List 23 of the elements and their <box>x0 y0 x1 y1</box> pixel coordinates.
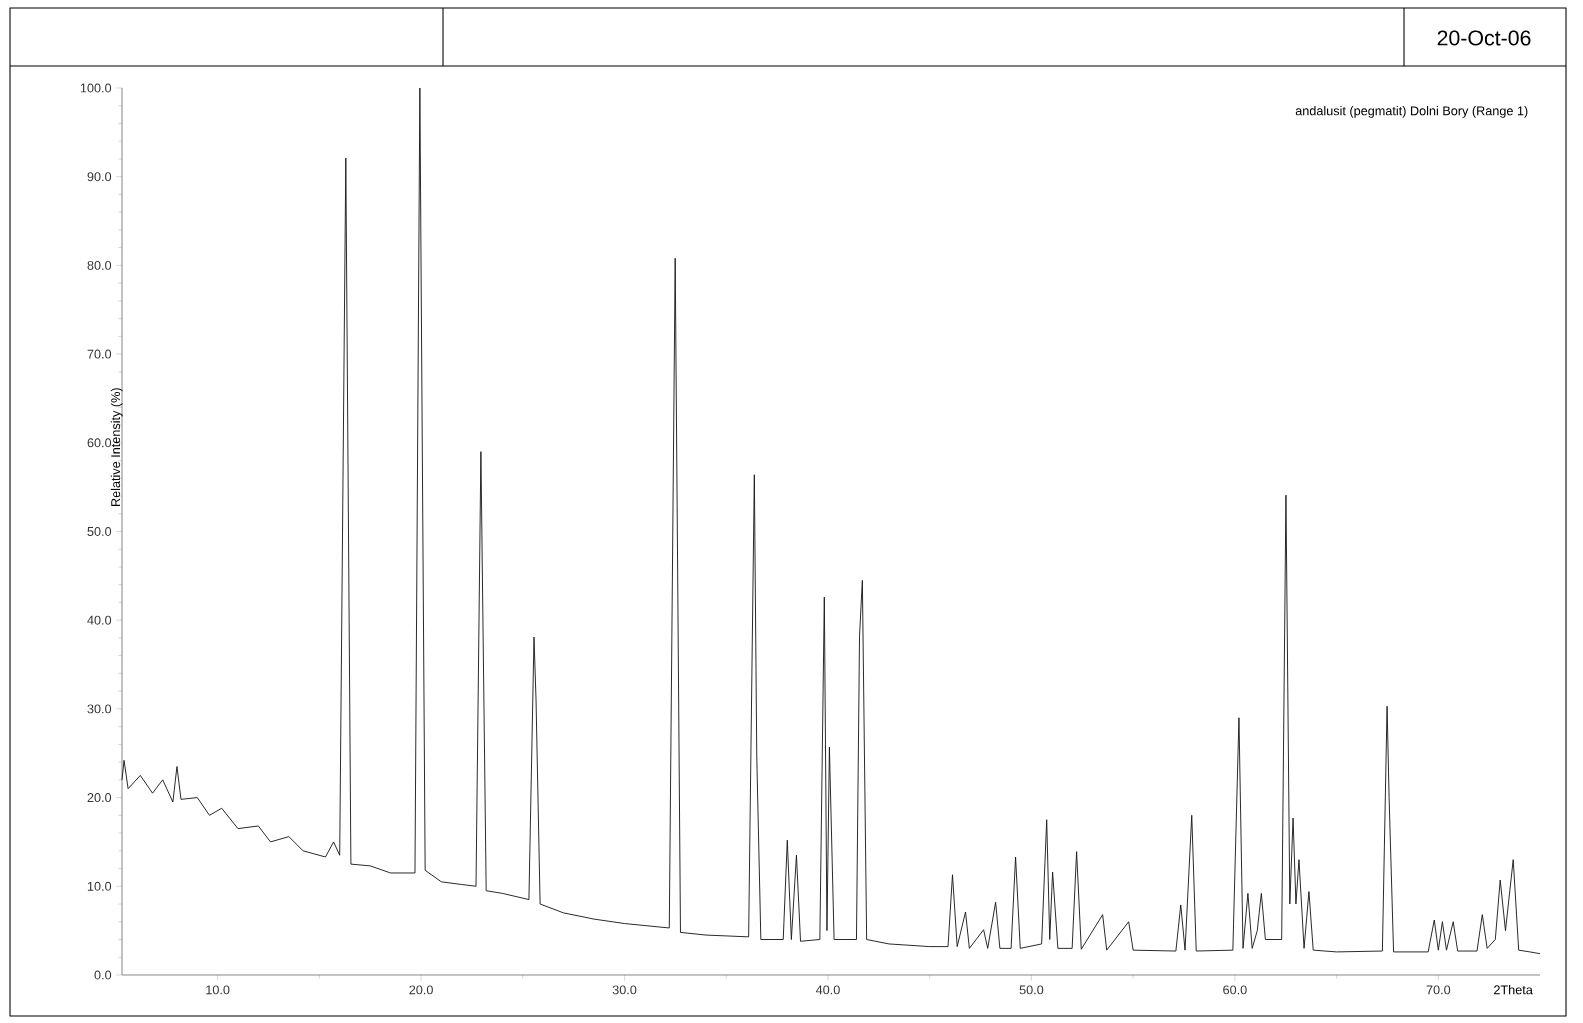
annotation: andalusit (pegmatit) Dolni Bory (Range 1) <box>1295 105 1528 118</box>
y-axis-title: Relative Intensity (%) <box>110 388 123 507</box>
y-tick-label: 50.0 <box>87 527 112 536</box>
y-tick-label: 80.0 <box>87 260 112 270</box>
x-tick-label: 40.0 <box>815 985 840 995</box>
y-tick-label: 90.0 <box>87 172 112 182</box>
y-tick-label: 60.0 <box>87 438 112 448</box>
y-tick-label: 30.0 <box>87 704 112 714</box>
y-tick-label: 0.0 <box>94 970 112 980</box>
x-tick-label: 70.0 <box>1426 985 1451 995</box>
x-tick-label: 60.0 <box>1223 985 1247 995</box>
y-tick-label: 100.0 <box>80 83 112 93</box>
x-tick-label: 50.0 <box>1019 985 1044 995</box>
y-tick-label: 70.0 <box>87 349 112 359</box>
x-tick-label: 20.0 <box>409 985 433 995</box>
text: 20-Oct-06 <box>1437 30 1531 46</box>
y-tick-label: 10.0 <box>87 881 112 891</box>
y-tick-label: 20.0 <box>87 793 112 803</box>
line-series <box>121 87 1541 955</box>
y-tick-label: 40.0 <box>87 615 112 625</box>
x-axis-title: 2Theta <box>1494 985 1533 995</box>
x-tick-label: 10.0 <box>206 985 230 995</box>
x-tick-label: 30.0 <box>612 985 637 995</box>
